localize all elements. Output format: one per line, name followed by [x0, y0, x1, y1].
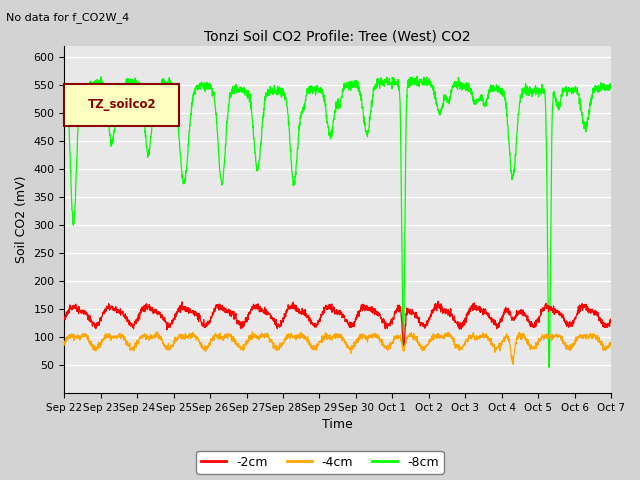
X-axis label: Time: Time	[323, 419, 353, 432]
Legend: -2cm, -4cm, -8cm: -2cm, -4cm, -8cm	[196, 451, 444, 474]
Text: No data for f_CO2W_4: No data for f_CO2W_4	[6, 12, 130, 23]
Y-axis label: Soil CO2 (mV): Soil CO2 (mV)	[15, 176, 28, 264]
FancyBboxPatch shape	[65, 84, 179, 126]
Text: TZ_soilco2: TZ_soilco2	[88, 98, 156, 111]
Title: Tonzi Soil CO2 Profile: Tree (West) CO2: Tonzi Soil CO2 Profile: Tree (West) CO2	[204, 29, 471, 43]
